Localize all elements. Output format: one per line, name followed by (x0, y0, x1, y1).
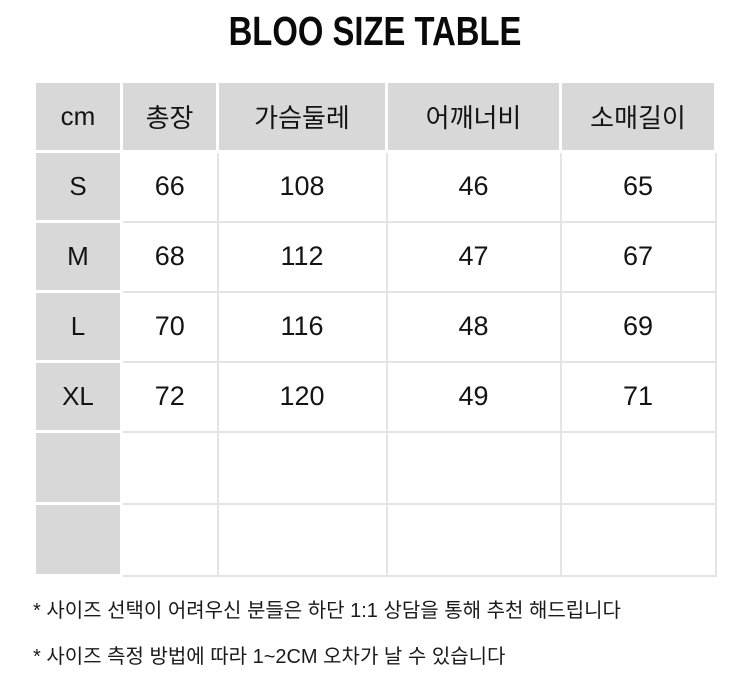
table-row-l: L 70 116 48 69 (33, 290, 717, 363)
col-header-sleeve: 소매길이 (559, 80, 717, 153)
value-cell: 116 (216, 290, 388, 363)
value-cell (216, 430, 388, 505)
value-cell: 108 (216, 150, 388, 223)
value-cell: 69 (559, 290, 717, 363)
size-label-cell: S (33, 150, 123, 223)
value-cell (120, 430, 219, 505)
col-header-chest: 가슴둘레 (216, 80, 388, 153)
size-label-cell (33, 430, 123, 505)
value-cell: 65 (559, 150, 717, 223)
size-label-cell: L (33, 290, 123, 363)
size-table: cm 총장 가슴둘레 어깨너비 소매길이 S 66 108 46 65 M 68… (33, 80, 717, 577)
header-row: cm 총장 가슴둘레 어깨너비 소매길이 (33, 80, 717, 153)
size-label-cell (33, 502, 123, 577)
size-label-cell: XL (33, 360, 123, 433)
value-cell: 70 (120, 290, 219, 363)
value-cell (385, 502, 562, 577)
table-row-s: S 66 108 46 65 (33, 150, 717, 223)
value-cell: 120 (216, 360, 388, 433)
table-row-empty-2 (33, 502, 717, 577)
footnote-measure-tolerance: * 사이즈 측정 방법에 따라 1~2CM 오차가 날 수 있습니다 (33, 646, 506, 668)
value-cell: 72 (120, 360, 219, 433)
value-cell (559, 430, 717, 505)
size-label-cell: M (33, 220, 123, 293)
value-cell (385, 430, 562, 505)
value-cell: 71 (559, 360, 717, 433)
footnote-size-consult: * 사이즈 선택이 어려우신 분들은 하단 1:1 상담을 통해 추천 해드립니… (33, 600, 621, 622)
value-cell: 49 (385, 360, 562, 433)
value-cell: 66 (120, 150, 219, 223)
value-cell: 47 (385, 220, 562, 293)
table-row-xl: XL 72 120 49 71 (33, 360, 717, 433)
value-cell (120, 502, 219, 577)
value-cell: 67 (559, 220, 717, 293)
col-header-total-length: 총장 (120, 80, 219, 153)
page-title: BLOO SIZE TABLE (228, 8, 522, 54)
unit-header-cell: cm (33, 80, 123, 153)
value-cell: 48 (385, 290, 562, 363)
col-header-shoulder: 어깨너비 (385, 80, 562, 153)
table-row-empty-1 (33, 430, 717, 505)
value-cell: 112 (216, 220, 388, 293)
value-cell: 46 (385, 150, 562, 223)
value-cell: 68 (120, 220, 219, 293)
table-row-m: M 68 112 47 67 (33, 220, 717, 293)
footnotes: * 사이즈 선택이 어려우신 분들은 하단 1:1 상담을 통해 추천 해드립니… (33, 601, 750, 667)
title-wrap: BLOO SIZE TABLE (0, 0, 750, 80)
value-cell (216, 502, 388, 577)
value-cell (559, 502, 717, 577)
